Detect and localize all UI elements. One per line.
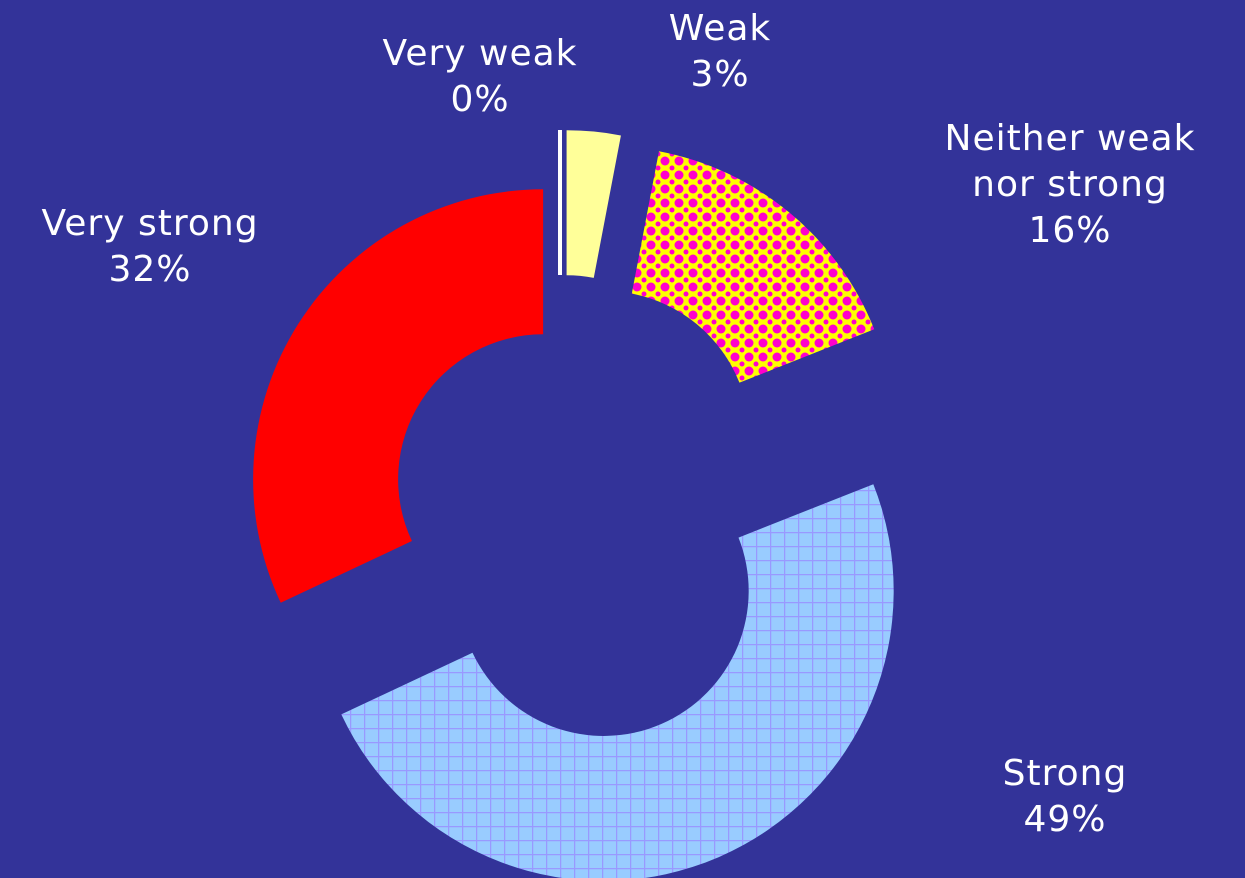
slice [341,484,894,878]
label-line: Neither weak [945,118,1196,159]
label-line: Weak [669,8,772,49]
value-label: 0% [450,79,509,120]
category-label: Strong [1003,753,1128,794]
value-label: 49% [1023,799,1106,840]
label-line: Strong [1003,753,1128,794]
value-label: 32% [108,249,191,290]
value-label: 3% [690,54,749,95]
category-label: Weak [669,8,772,49]
value-label: 16% [1028,210,1111,251]
label-line: nor strong [972,164,1168,205]
label-line: Very strong [41,203,258,244]
slice [253,189,544,603]
category-label: Very weak [382,33,577,74]
slice [631,151,875,383]
slice [566,130,621,278]
label-line: Very weak [382,33,577,74]
category-label: Very strong [41,203,258,244]
category-label: Neither weak nor strong [945,118,1196,205]
